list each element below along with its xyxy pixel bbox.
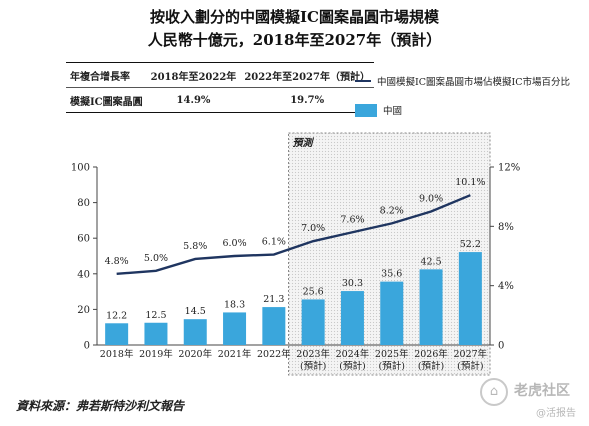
cagr-header-row: 年複合增長率 2018年至2022年 2022年至2027年（預計）: [66, 62, 374, 88]
bar: [105, 323, 129, 345]
bar: [380, 281, 404, 345]
tiger-logo-icon: ⌂: [480, 378, 508, 406]
x-tick-sublabel: (預計): [379, 360, 405, 372]
chart-title: 按收入劃分的中國模擬IC圖案晶圓市場規模: [150, 8, 439, 26]
x-tick-sublabel: (預計): [339, 360, 365, 372]
x-tick-label: 2022年: [257, 348, 291, 360]
y-right-tick-label: 12%: [498, 163, 520, 174]
x-tick-sublabel: (預計): [418, 360, 444, 372]
watermark-title: 老虎社区: [514, 383, 570, 399]
bar-value-label: 35.6: [381, 269, 402, 280]
line-path: [116, 194, 471, 275]
x-tick-label: 2020年: [178, 348, 212, 360]
cagr-header-period-2: 2022年至2027年（預計）: [240, 62, 374, 88]
source-note: 資料來源：弗若斯特沙利文報告: [16, 399, 185, 413]
cagr-table: 年複合增長率 2018年至2022年 2022年至2027年（預計） 模擬IC圖…: [66, 62, 374, 113]
watermark-subtitle: @活报告: [536, 408, 576, 419]
bar-value-label: 12.5: [145, 310, 166, 321]
y-right-tick-label: 0: [498, 341, 504, 352]
line-value-label: 5.8%: [183, 241, 207, 252]
y-left-tick-label: 0: [84, 341, 90, 352]
x-tick-sublabel: (預計): [457, 360, 483, 372]
bar-value-label: 21.3: [263, 294, 284, 305]
x-tick-label: 2021年: [218, 348, 252, 360]
line-value-label: 9.0%: [419, 194, 443, 205]
bar: [458, 252, 482, 345]
bar: [301, 299, 325, 345]
legend-line-swatch: [355, 80, 371, 82]
bar-value-label: 14.5: [185, 306, 206, 317]
y-left-tick-label: 20: [77, 305, 90, 316]
forecast-label: 預測: [293, 137, 315, 149]
cagr-row-label: 模擬IC圖案晶圓: [66, 87, 147, 113]
legend-bar-label: 中國: [383, 106, 403, 117]
x-tick-label: 2019年: [139, 348, 173, 360]
bar-value-label: 52.2: [460, 239, 481, 250]
line-value-label: 10.1%: [455, 177, 485, 188]
watermark: ⌂ 老虎社区 @活报告: [478, 378, 586, 422]
line-value-label: 4.8%: [105, 256, 129, 267]
bar: [340, 291, 364, 345]
y-left-tick-label: 80: [77, 198, 90, 209]
bar: [262, 307, 286, 345]
cagr-header-label: 年複合增長率: [66, 62, 147, 88]
bar: [183, 319, 207, 345]
chart-subtitle: 人民幣十億元，2018年至2027年（預計）: [147, 31, 442, 49]
legend-line-label: 中國模擬IC圖案晶圓市場佔模擬IC市場百分比: [377, 77, 571, 88]
cagr-value-2: 19.7%: [240, 87, 374, 113]
line-value-label: 6.0%: [222, 238, 246, 249]
line-value-label: 7.6%: [340, 214, 364, 225]
x-tick-label: 2018年: [100, 348, 134, 360]
bar-value-label: 42.5: [420, 256, 441, 267]
x-tick-sublabel: (預計): [300, 360, 326, 372]
y-left-tick-label: 40: [77, 269, 90, 280]
cagr-value-1: 14.9%: [146, 87, 241, 113]
y-right-tick-label: 4%: [498, 281, 514, 292]
line-value-label: 6.1%: [262, 237, 286, 248]
legend-line-item: 中國模擬IC圖案晶圓市場佔模擬IC市場百分比: [355, 74, 570, 88]
cagr-data-row: 模擬IC圖案晶圓 14.9% 19.7%: [66, 87, 374, 113]
line-series: 4.8% 5.0% 5.8% 6.0% 6.1% 7.0% 7.6% 8.2% 9.0% 10.1…: [105, 177, 485, 275]
y-left-tick-label: 60: [77, 234, 90, 245]
line-value-label: 5.0%: [144, 253, 168, 264]
bar-value-label: 18.3: [224, 299, 245, 310]
bar-series: 12.2 12.5 14.5 18.3 21.3 25.6 30.3 35.6 42.5 52.2: [105, 239, 482, 345]
y-right-tick-label: 8%: [498, 222, 514, 233]
legend-bar-item: 中國: [355, 103, 402, 117]
x-tick-label: 2025年: [375, 348, 409, 360]
x-tick-label: 2027年: [454, 348, 488, 360]
bar-value-label: 12.2: [106, 310, 127, 321]
cagr-header-period-1: 2018年至2022年: [146, 62, 241, 88]
line-value-label: 7.0%: [301, 223, 325, 234]
line-value-label: 8.2%: [380, 205, 404, 216]
y-left-tick-label: 100: [71, 163, 90, 174]
axes: 0 20 40 60 80 100 0 4% 8% 12% 2018年 2019年 2020年 2021年…: [71, 163, 520, 373]
bar-value-label: 25.6: [303, 286, 324, 297]
x-tick-label: 2026年: [414, 348, 448, 360]
x-tick-label: 2024年: [336, 348, 370, 360]
x-tick-label: 2023年: [296, 348, 330, 360]
bar: [419, 269, 443, 345]
legend-bar-swatch: [355, 103, 377, 117]
bar: [144, 322, 168, 345]
bar: [223, 312, 247, 345]
bar-value-label: 30.3: [342, 278, 363, 289]
